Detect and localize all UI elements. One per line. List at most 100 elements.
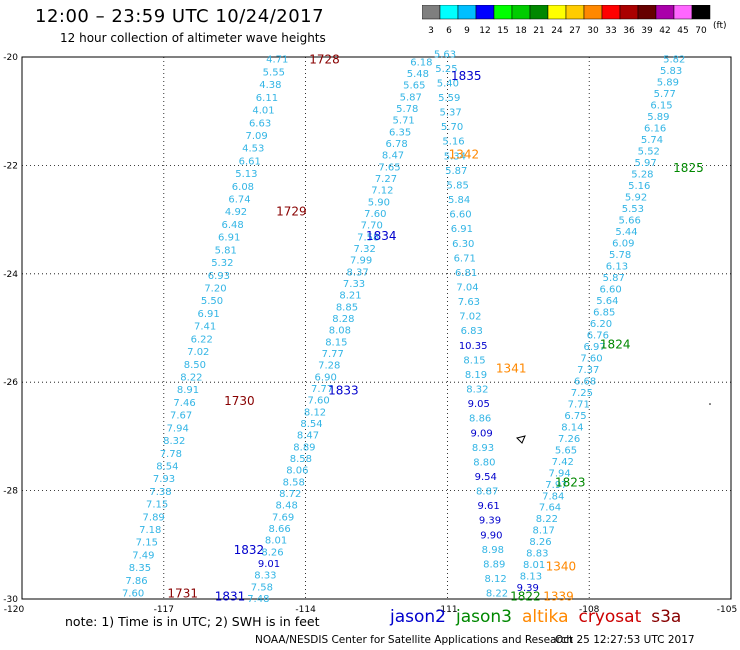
- wave-height-value: 8.58: [283, 477, 305, 488]
- wave-height-value: 8.15: [325, 337, 347, 348]
- wave-height-value: 6.91: [218, 233, 240, 244]
- wave-height-value: 7.32: [354, 244, 376, 255]
- wave-height-value: 9.39: [479, 516, 501, 527]
- wave-height-value: 7.41: [194, 322, 216, 333]
- wave-height-value: 5.37: [440, 108, 462, 119]
- wave-height-value: 7.46: [173, 398, 195, 409]
- wave-height-value: 8.13: [520, 572, 542, 583]
- wave-height-value: 8.83: [526, 549, 548, 560]
- wave-height-value: 7.60: [122, 589, 144, 600]
- colorbar-label: 30: [587, 26, 599, 36]
- wave-height-value: 8.08: [329, 326, 351, 337]
- wave-height-value: 8.86: [469, 414, 491, 425]
- wave-height-value: 9.54: [475, 472, 497, 483]
- wave-height-value: 7.93: [153, 474, 175, 485]
- wave-height-value: 7.33: [343, 279, 365, 290]
- wave-height-value: 7.48: [247, 594, 269, 605]
- wave-height-value: 5.87: [445, 166, 467, 177]
- wave-height-value: 6.85: [593, 307, 615, 318]
- colorbar-label: 42: [659, 26, 670, 36]
- colorbar-label: 70: [695, 26, 707, 36]
- page-subtitle: 12 hour collection of altimeter wave hei…: [60, 31, 326, 45]
- wave-height-value: 8.37: [346, 267, 368, 278]
- wave-height-value: 5.71: [393, 116, 415, 127]
- colorbar-label: 45: [677, 26, 688, 36]
- wave-height-value: 6.60: [449, 210, 471, 221]
- wave-height-value: 8.32: [163, 436, 185, 447]
- colorbar-label: 33: [605, 26, 616, 36]
- wave-height-value: 7.89: [143, 512, 165, 523]
- wave-height-value: 7.15: [146, 500, 168, 511]
- wave-height-value: 5.74: [641, 135, 663, 146]
- wave-height-value: 7.04: [456, 282, 478, 293]
- wave-height-value: 6.90: [315, 372, 337, 383]
- wave-height-value: 5.52: [638, 147, 660, 158]
- colorbar-legend: 3 6 9 12 15 18 21 24 27 30 33 36 39 42 45 70: [422, 5, 711, 36]
- legend-item-cryosat: cryosat: [578, 607, 642, 627]
- wave-height-value: 9.90: [480, 530, 502, 541]
- wave-height-value: 7.58: [357, 232, 379, 243]
- wave-height-value: 5.59: [438, 93, 460, 104]
- pass-time-label: 1823: [555, 475, 586, 489]
- colorbar-label: 9: [464, 26, 470, 36]
- wave-height-value: 4.92: [225, 207, 247, 218]
- wave-height-value: 6.61: [239, 156, 261, 167]
- wave-height-value: 5.65: [403, 81, 425, 92]
- wave-height-value: 6.48: [221, 220, 243, 231]
- pass-time-label: 1822: [510, 589, 541, 603]
- wave-height-value: 7.02: [187, 347, 209, 358]
- wave-height-value: 8.06: [286, 466, 308, 477]
- colorbar-label: 3: [428, 26, 434, 36]
- wave-height-value: 6.71: [454, 253, 476, 264]
- wave-height-value: 8.22: [180, 372, 202, 383]
- wave-height-value: 8.85: [336, 302, 358, 313]
- x-tick-label: -105: [717, 605, 737, 615]
- wave-height-value: 5.16: [442, 137, 464, 148]
- wave-height-value: 7.60: [307, 396, 329, 407]
- wave-height-value: 7.26: [558, 434, 580, 445]
- wave-height-value: 8.54: [156, 461, 178, 472]
- colorbar-swatch: [691, 5, 711, 20]
- wave-height-value: 7.94: [167, 423, 189, 434]
- pass-time-label: 1342: [449, 148, 480, 162]
- colorbar-label: 36: [623, 26, 635, 36]
- wave-height-value: 9.39: [517, 583, 539, 594]
- page-title: 12:00 – 23:59 UTC 10/24/2017: [35, 6, 325, 27]
- colorbar-label: 12: [479, 26, 490, 36]
- colorbar-label: 15: [497, 26, 508, 36]
- wave-height-value: 8.89: [293, 442, 315, 453]
- wave-height-value: 8.93: [472, 443, 494, 454]
- wave-height-value: 5.40: [437, 78, 459, 89]
- wave-height-value: 5.90: [368, 197, 390, 208]
- wave-height-value: 7.37: [577, 365, 599, 376]
- colorbar-label: 6: [446, 26, 452, 36]
- satellite-legend: jason2 jason3 altika cryosat s3a: [390, 607, 691, 627]
- wave-height-value: 5.78: [609, 250, 631, 261]
- colorbar-label: 21: [533, 26, 544, 36]
- y-tick-label: -20: [3, 53, 18, 63]
- wave-height-value: 5.81: [215, 245, 237, 256]
- legend-item-jason3: jason3: [456, 607, 512, 627]
- y-tick-label: -30: [3, 595, 18, 605]
- wave-height-value: 7.65: [378, 162, 400, 173]
- wave-height-value: 10.35: [459, 341, 488, 352]
- pass-time-label: 1339: [543, 589, 574, 603]
- wave-height-value: 6.60: [599, 284, 621, 295]
- wave-height-value: 5.77: [654, 89, 676, 100]
- wave-height-value: 8.19: [465, 370, 487, 381]
- pass-time-label: 1835: [451, 69, 482, 83]
- wave-height-value: 9.05: [468, 399, 490, 410]
- wave-height-value: 5.55: [263, 67, 285, 78]
- wave-height-value: 5.83: [660, 66, 682, 77]
- wave-height-value: 5.25: [435, 64, 457, 75]
- x-tick-label: -108: [579, 605, 600, 615]
- wave-height-value: 7.25: [571, 388, 593, 399]
- wave-height-value: 6.15: [650, 101, 672, 112]
- wave-height-value: 5.84: [448, 195, 470, 206]
- wave-height-value: 4.53: [242, 144, 264, 155]
- y-tick-label: -26: [3, 378, 18, 388]
- wave-height-value: 5.82: [663, 55, 685, 66]
- wave-height-value: 6.11: [256, 93, 278, 104]
- x-tick-label: -114: [295, 605, 316, 615]
- wave-height-value: 7.84: [542, 491, 564, 502]
